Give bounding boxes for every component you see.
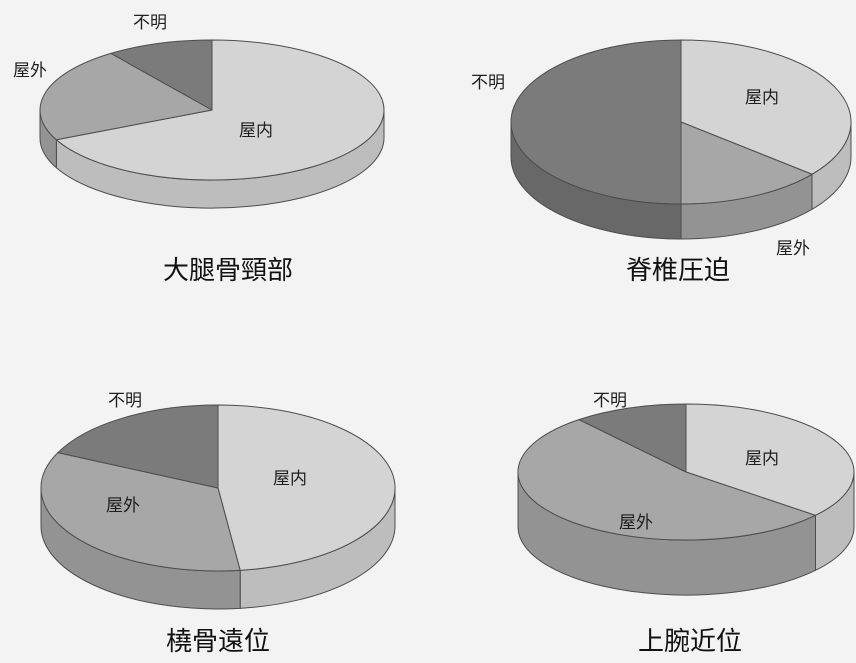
pie-4-title: 上腕近位 xyxy=(638,627,742,657)
pie-4-slice-1 xyxy=(685,403,855,516)
pie-3-title: 橈骨遠位 xyxy=(166,627,270,657)
pie-4-slice-2-label: 屋外 xyxy=(619,513,653,533)
pie-1-slice-2-label: 屋外 xyxy=(13,61,47,81)
pie-2-slice-1-label: 屋内 xyxy=(745,88,779,108)
pie-2-slice-1 xyxy=(680,39,852,175)
pie-4-slice-2 xyxy=(517,419,816,541)
pie-2-slice-2-label: 屋外 xyxy=(776,239,810,259)
pie-1-slice-2 xyxy=(39,52,213,141)
pie-1-slice-3 xyxy=(110,39,213,111)
pie-1-title: 大腿骨頸部 xyxy=(163,256,293,286)
pie-1-slice-1 xyxy=(55,39,385,181)
pie-3-slice-1 xyxy=(217,404,396,571)
pie-2-slice-3 xyxy=(510,39,682,205)
pie-4-slice-3-label: 不明 xyxy=(593,391,627,411)
pie-3-slice-3-label: 不明 xyxy=(108,391,142,411)
pie-2-slice-3-label: 不明 xyxy=(471,73,505,93)
pie-2-slice-2 xyxy=(680,121,813,205)
pie-4-slice-1-label: 屋内 xyxy=(745,449,779,469)
pie-3-slice-3 xyxy=(57,404,219,489)
pie-3-slice-2-label: 屋外 xyxy=(106,496,140,516)
pie-4-slice-3 xyxy=(578,403,687,473)
pie-1-slice-3-label: 不明 xyxy=(133,13,167,33)
pie-1-slice-1-label: 屋内 xyxy=(239,121,273,141)
pie-3-slice-1-label: 屋内 xyxy=(273,469,307,489)
pie-2-title: 脊椎圧迫 xyxy=(626,256,730,286)
